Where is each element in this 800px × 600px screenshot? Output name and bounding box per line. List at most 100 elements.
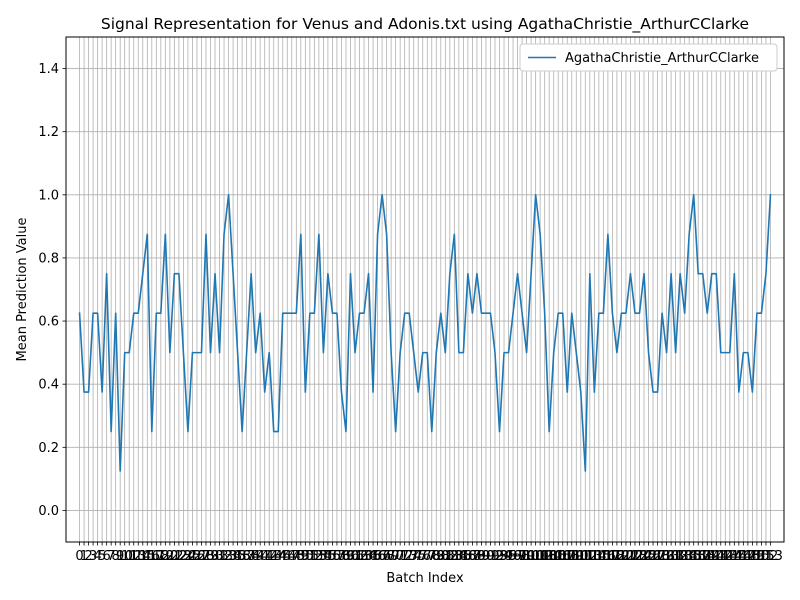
x-tick-label: 0 <box>75 549 83 564</box>
x-tick-label: 138 <box>690 549 715 564</box>
x-tick-label: 72 <box>396 549 413 564</box>
x-tick-label: 38 <box>243 549 260 564</box>
x-tick-label: 80 <box>433 549 450 564</box>
x-tick-label: 112 <box>573 549 598 564</box>
x-tick-label: 94 <box>496 549 513 564</box>
x-tick-label: 124 <box>627 549 652 564</box>
x-tick-label: 11 <box>121 549 138 564</box>
x-tick-label: 75 <box>410 549 427 564</box>
x-tick-label: 29 <box>202 549 219 564</box>
x-tick-label: 52 <box>306 549 323 564</box>
x-tick-label: 111 <box>568 549 593 564</box>
x-tick-label: 7 <box>107 549 115 564</box>
x-tick-label: 59 <box>338 549 355 564</box>
series-line-0 <box>78 193 772 472</box>
x-tick-label: 48 <box>288 549 305 564</box>
x-tick-label: 34 <box>225 549 242 564</box>
x-tick-label: 32 <box>216 549 233 564</box>
x-tick-label: 77 <box>419 549 436 564</box>
x-tick-label: 108 <box>555 549 580 564</box>
x-tick-label: 107 <box>550 549 575 564</box>
x-tick-label: 152 <box>754 549 779 564</box>
x-tick-label: 110 <box>564 549 589 564</box>
x-tick-label: 97 <box>509 549 526 564</box>
x-tick-label: 8 <box>112 549 120 564</box>
x-tick-label: 40 <box>252 549 269 564</box>
x-tick-label: 140 <box>699 549 724 564</box>
x-tick-label: 103 <box>532 549 557 564</box>
y-axis-ticks: 0.0 0.2 0.4 0.6 0.8 1.0 1.2 1.4 <box>38 62 66 519</box>
x-tick-label: 149 <box>740 549 765 564</box>
x-tick-label: 31 <box>211 549 228 564</box>
x-tick-label: 12 <box>125 549 142 564</box>
x-tick-label: 66 <box>369 549 386 564</box>
x-tick-label: 102 <box>528 549 553 564</box>
x-tick-label: 151 <box>749 549 774 564</box>
x-tick-label: 100 <box>519 549 544 564</box>
x-axis-label: Batch Index <box>386 571 464 586</box>
x-tick-label: 127 <box>641 549 666 564</box>
y-axis-label: Mean Prediction Value <box>15 218 30 362</box>
x-tick-label: 87 <box>464 549 481 564</box>
x-tick-label: 25 <box>184 549 201 564</box>
x-tick-label: 15 <box>139 549 156 564</box>
x-tick-label: 76 <box>414 549 431 564</box>
x-tick-label: 54 <box>315 549 332 564</box>
x-tick-label: 62 <box>351 549 368 564</box>
x-tick-label: 36 <box>234 549 251 564</box>
x-tick-label: 64 <box>360 549 377 564</box>
x-tick-label: 122 <box>618 549 643 564</box>
x-tick-label: 106 <box>546 549 571 564</box>
x-tick-label: 33 <box>220 549 237 564</box>
x-tick-label: 98 <box>514 549 531 564</box>
grid-lines <box>66 37 784 542</box>
x-tick-label: 27 <box>193 549 210 564</box>
x-tick-label: 143 <box>713 549 738 564</box>
x-tick-label: 99 <box>518 549 535 564</box>
x-tick-label: 133 <box>668 549 693 564</box>
x-tick-label: 126 <box>636 549 661 564</box>
x-tick-label: 84 <box>451 549 468 564</box>
x-axis-ticks: 0123456789101112131415161718192021222324… <box>75 542 783 564</box>
y-tick-label: 1.2 <box>38 125 59 140</box>
x-tick-label: 24 <box>180 549 197 564</box>
x-tick-label: 69 <box>383 549 400 564</box>
x-tick-label: 39 <box>247 549 264 564</box>
x-tick-label: 61 <box>347 549 364 564</box>
x-tick-label: 71 <box>392 549 409 564</box>
x-tick-label: 2 <box>84 549 92 564</box>
x-tick-label: 115 <box>586 549 611 564</box>
x-tick-label: 45 <box>274 549 291 564</box>
x-tick-label: 65 <box>365 549 382 564</box>
x-tick-label: 118 <box>600 549 625 564</box>
x-tick-label: 150 <box>744 549 769 564</box>
x-tick-label: 70 <box>387 549 404 564</box>
chart-title: Signal Representation for Venus and Adon… <box>101 15 749 34</box>
x-tick-label: 67 <box>374 549 391 564</box>
x-tick-label: 121 <box>614 549 639 564</box>
x-tick-label: 90 <box>478 549 495 564</box>
y-tick-label: 1.0 <box>38 188 59 203</box>
x-tick-label: 28 <box>198 549 215 564</box>
x-tick-label: 20 <box>162 549 179 564</box>
x-tick-label: 51 <box>302 549 319 564</box>
x-tick-label: 30 <box>207 549 224 564</box>
x-tick-label: 3 <box>89 549 97 564</box>
x-tick-label: 89 <box>473 549 490 564</box>
x-tick-label: 144 <box>717 549 742 564</box>
x-tick-label: 88 <box>469 549 486 564</box>
x-tick-label: 91 <box>482 549 499 564</box>
x-tick-label: 55 <box>320 549 337 564</box>
x-tick-label: 105 <box>541 549 566 564</box>
x-tick-label: 142 <box>708 549 733 564</box>
x-tick-label: 21 <box>166 549 183 564</box>
x-tick-label: 43 <box>265 549 282 564</box>
x-tick-label: 104 <box>537 549 562 564</box>
x-tick-label: 146 <box>726 549 751 564</box>
x-tick-label: 95 <box>500 549 517 564</box>
x-tick-label: 53 <box>311 549 328 564</box>
x-tick-label: 44 <box>270 549 287 564</box>
x-tick-label: 86 <box>460 549 477 564</box>
legend: AgathaChristie_ArthurCClarke <box>519 43 778 72</box>
x-tick-label: 96 <box>505 549 522 564</box>
